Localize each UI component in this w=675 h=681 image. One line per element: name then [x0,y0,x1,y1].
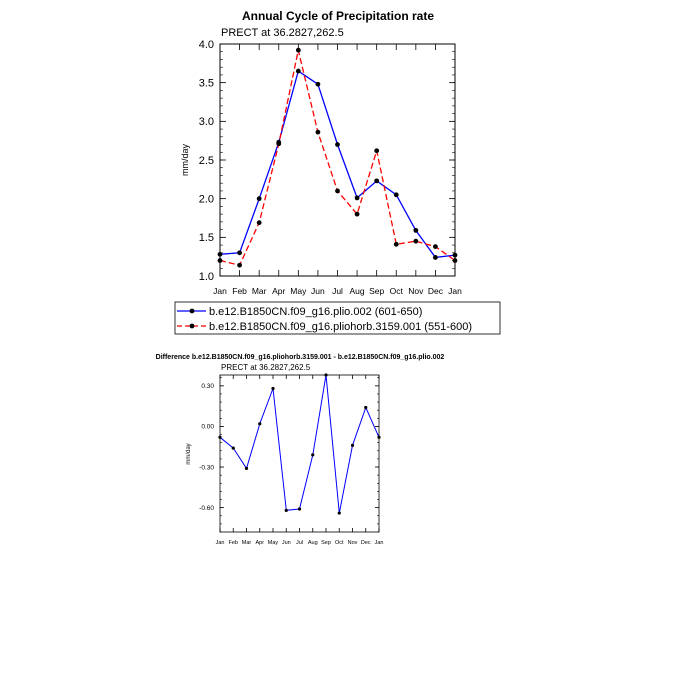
chart2-series-1-point [337,511,341,515]
chart2-x-tick-label: Apr [255,540,264,546]
chart2-series-1-point [231,446,235,450]
chart1-y-tick-label: 4.0 [199,39,214,51]
chart2-ylabel: mm/day [186,443,192,464]
chart1-series-1-point [354,195,360,201]
chart2-x-tick-label: Jun [282,540,291,546]
chart1-y-tick-label: 2.5 [199,155,214,167]
chart2-x-tick-label: May [268,540,279,546]
chart2-series-1-point [244,466,249,470]
chart1-series-1-point [374,178,380,184]
chart1-x-tick-label: Jan [448,286,462,296]
chart1-y-tick-label: 3.5 [199,78,214,90]
chart1-series-2-point [256,220,262,226]
chart1-series-1-line [219,70,456,259]
chart2-series-1-point [350,443,355,447]
chart1-x-tick-label: Apr [272,286,285,296]
chart2-x-tick-label: Jan [216,540,225,546]
chart1-series-1-point [335,142,340,147]
chart2-series-1-point [377,435,381,439]
chart2-series-1-point [284,508,288,512]
chart1-series-1-point [217,251,223,257]
chart2-y-tick-label: 0.00 [201,424,214,431]
legend-frame [174,301,501,335]
chart1-series-2-point [315,129,321,135]
chart2-x-tick-label: Nov [348,540,358,546]
chart2-x-tick-label: Sep [321,540,331,546]
chart1-y-tick-label: 3.0 [199,116,214,128]
chart2-x-tick-label: Dec [361,540,371,546]
chart1-series-1-point [452,252,458,258]
chart1-series-1-point [237,250,242,256]
chart2-plot: -0.60 -0.30 0.00 0.30 Jan Feb Mar Apr May Jun Jul A… [199,373,383,546]
chart1-plot: 1.0 1.5 2.0 2.5 3.0 3.5 4.0 Jan Feb Mar Apr May Jun J… [199,39,462,296]
chart1-series-1-point [413,227,419,233]
chart1-series-1-point [393,192,399,198]
chart2-series-1-point [218,435,222,439]
chart1-series-2-point [433,244,438,250]
chart1-x-tick-label: Sep [369,286,384,296]
chart1-series-2-point [393,241,399,247]
chart1-series-1-point [295,68,301,74]
chart2-series-1-point [364,405,368,410]
chart1-series-2-point [276,141,282,147]
chart2-x-tick-label: Oct [335,540,344,546]
chart2-x-tick-label: Jul [296,540,303,546]
chart2-series-1-point [297,507,302,511]
chart2-x-tick-label: Mar [242,540,252,546]
legend-label-series-2: b.e12.B1850CN.f09_g16.pliohorb.3159.001 … [209,321,472,333]
chart2-x-tick-label: Feb [229,540,238,546]
chart1-y-tick-label: 1.0 [199,271,214,283]
legend-label-series-1: b.e12.B1850CN.f09_g16.plio.002 (601-650) [209,306,422,318]
legend-marker-series-2 [189,323,195,329]
chart1-x-tick-label: Feb [232,286,247,296]
chart2-subtitle: PRECT at 36.2827,262.5 [221,363,311,372]
chart1-series-2-point [354,211,360,217]
chart2-y-tick-label: -0.30 [199,464,214,471]
chart2-title: Difference b.e12.B1850CN.f09_g16.pliohor… [156,354,445,361]
chart1-subtitle: PRECT at 36.2827,262.5 [221,27,344,39]
chart1-series-2-line [219,50,456,266]
chart2-series-1-point [271,386,275,391]
chart1-legend: b.e12.B1850CN.f09_g16.plio.002 (601-650)… [174,301,501,335]
chart1-series-2-point [374,148,380,154]
chart2-series-1-point [311,453,315,457]
chart1-series-2-point [237,262,242,268]
chart1-x-tick-label: Jan [213,286,227,296]
chart1-plot-frame [219,43,456,277]
chart1-series-1-point [433,255,438,260]
chart2-x-tick-label: Aug [308,540,318,546]
chart1-x-tick-label: Nov [408,286,424,296]
chart2-y-tick-label: -0.60 [199,505,214,512]
chart2-series-1-point [324,373,328,377]
chart1-x-tick-label: Mar [252,286,267,296]
chart1-x-tick-label: Aug [350,286,365,296]
chart1-x-tick-label: May [290,286,307,296]
chart2-x-tick-label: Jan [375,540,384,546]
chart1-title: Annual Cycle of Precipitation rate [242,9,434,23]
chart1-ylabel: mm/day [180,144,190,177]
chart1-series-1-point [256,196,262,202]
chart1-y-tick-label: 2.0 [199,194,214,206]
chart1-series-2-point [413,238,419,244]
chart1-y-tick-label: 1.5 [199,232,214,244]
chart1-series-2-point [335,188,340,194]
chart1-series-2-point [295,47,301,53]
chart2-series-1-point [258,422,262,426]
legend-marker-series-1 [189,308,195,314]
chart1-series-1-point [315,81,321,87]
chart1-x-tick-label: Jun [311,286,325,296]
chart1-x-tick-label: Jul [332,286,343,296]
chart1-x-tick-label: Dec [428,286,444,296]
chart1-x-tick-label: Oct [390,286,404,296]
chart1-series-2-point [452,258,458,263]
chart2-y-tick-label: 0.30 [201,383,214,390]
chart2-series-1-line [219,374,380,514]
chart1-series-2-point [217,258,223,263]
